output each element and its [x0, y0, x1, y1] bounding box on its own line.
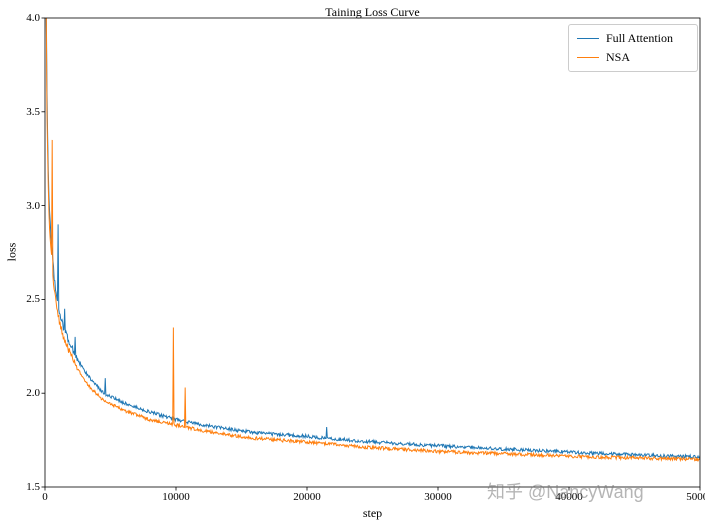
- series-line-0: [45, 18, 700, 460]
- x-tick-label: 50000: [686, 491, 705, 503]
- legend-line-full-attention: [577, 38, 599, 39]
- series-line-1: [45, 18, 700, 463]
- x-tick-label: 40000: [555, 491, 583, 503]
- x-tick-label: 10000: [162, 491, 190, 503]
- y-tick-label: 1.5: [26, 481, 40, 493]
- y-tick-label: 3.0: [26, 199, 40, 212]
- y-tick-label: 2.0: [26, 387, 40, 400]
- legend-label-full-attention: Full Attention: [606, 31, 674, 45]
- watermark: 知乎 @NancyWang: [487, 482, 644, 502]
- x-tick-label: 30000: [424, 491, 452, 503]
- x-tick-label: 0: [42, 491, 48, 503]
- x-axis-label: step: [362, 506, 383, 520]
- legend: Full Attention NSA: [568, 24, 698, 72]
- y-tick-label: 4.0: [26, 12, 40, 24]
- legend-line-nsa: [577, 57, 599, 58]
- x-tick-label: 20000: [293, 491, 321, 503]
- legend-label-nsa: NSA: [606, 50, 631, 64]
- legend-item-full-attention: Full Attention: [577, 29, 689, 48]
- y-tick-label: 2.5: [26, 293, 40, 306]
- y-tick-label: 3.5: [26, 105, 40, 118]
- chart-title: Taining Loss Curve: [325, 5, 420, 19]
- legend-item-nsa: NSA: [577, 48, 689, 67]
